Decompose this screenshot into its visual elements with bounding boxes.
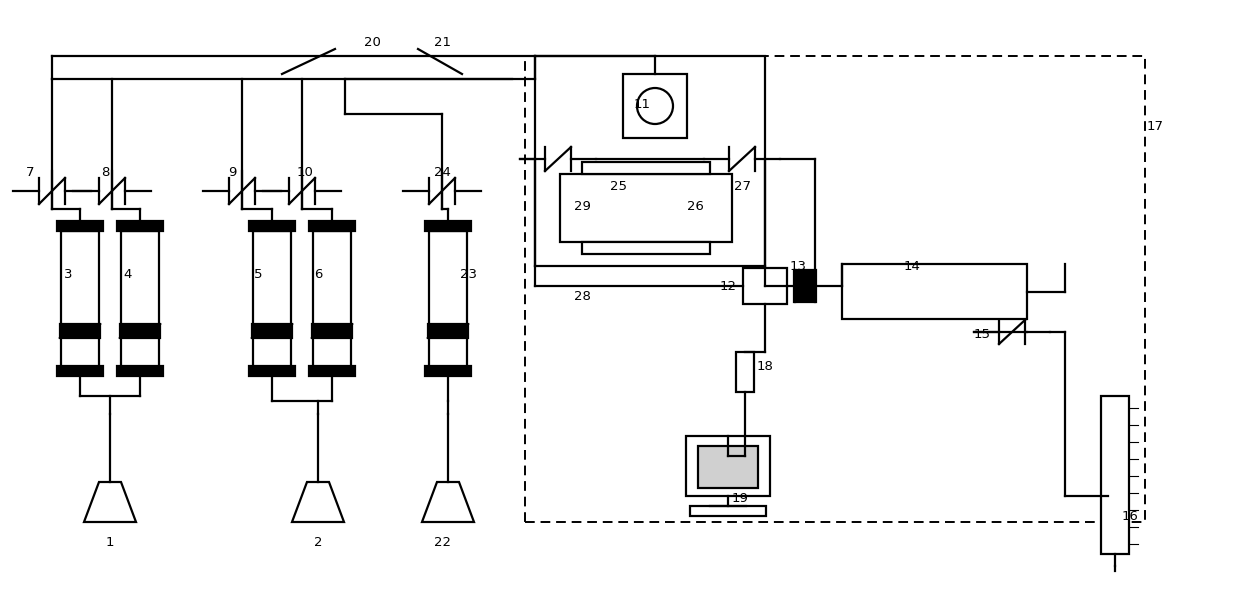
Bar (309, 221, 355, 231)
Bar (309, 366, 355, 376)
Bar (122, 231, 159, 366)
Bar (686, 436, 770, 496)
Text: 13: 13 (790, 260, 806, 273)
Text: 20: 20 (363, 36, 381, 49)
Text: 19: 19 (732, 492, 749, 505)
Text: 7: 7 (26, 166, 35, 179)
Text: 1: 1 (105, 536, 114, 548)
Bar (61, 231, 99, 366)
Text: 28: 28 (574, 289, 590, 302)
Text: 3: 3 (63, 267, 72, 280)
Text: 6: 6 (314, 267, 322, 280)
Text: 24: 24 (434, 166, 450, 179)
Text: 4: 4 (124, 267, 133, 280)
Text: 16: 16 (1121, 510, 1138, 523)
Bar (534, 56, 765, 266)
Bar (428, 324, 467, 338)
Bar (120, 324, 160, 338)
Bar (249, 366, 295, 376)
Bar (560, 174, 732, 242)
Text: 14: 14 (904, 260, 920, 273)
Bar (582, 162, 711, 174)
Bar (57, 221, 103, 231)
Bar (842, 264, 1027, 319)
Bar (253, 231, 291, 366)
Text: 15: 15 (973, 327, 991, 340)
Bar (60, 324, 100, 338)
Text: 21: 21 (434, 36, 450, 49)
Bar (117, 366, 162, 376)
Text: 9: 9 (228, 166, 236, 179)
Bar (622, 74, 687, 138)
Polygon shape (422, 482, 474, 522)
Text: 18: 18 (756, 359, 774, 372)
Bar (312, 324, 352, 338)
Bar (425, 221, 471, 231)
Bar (252, 324, 291, 338)
Text: 2: 2 (314, 536, 322, 548)
Bar (249, 221, 295, 231)
Bar (117, 221, 162, 231)
Bar (429, 231, 467, 366)
Bar (582, 242, 711, 254)
Polygon shape (84, 482, 136, 522)
Text: 25: 25 (610, 179, 626, 192)
Text: 17: 17 (1147, 119, 1163, 132)
Bar (525, 56, 1145, 522)
Text: 26: 26 (687, 200, 703, 213)
Text: 23: 23 (460, 267, 476, 280)
Bar (794, 270, 816, 302)
Text: 29: 29 (574, 200, 590, 213)
Bar (743, 268, 787, 304)
Text: 5: 5 (254, 267, 262, 280)
Text: 11: 11 (634, 97, 651, 110)
Bar (737, 352, 754, 392)
Text: 22: 22 (434, 536, 450, 548)
Text: 27: 27 (734, 179, 750, 192)
Polygon shape (291, 482, 343, 522)
Bar (698, 446, 758, 488)
Text: 8: 8 (100, 166, 109, 179)
Bar (312, 231, 351, 366)
Bar (1101, 396, 1128, 554)
Bar (689, 506, 766, 516)
Text: 12: 12 (719, 280, 737, 292)
Bar (57, 366, 103, 376)
Text: 10: 10 (296, 166, 314, 179)
Bar (425, 366, 471, 376)
